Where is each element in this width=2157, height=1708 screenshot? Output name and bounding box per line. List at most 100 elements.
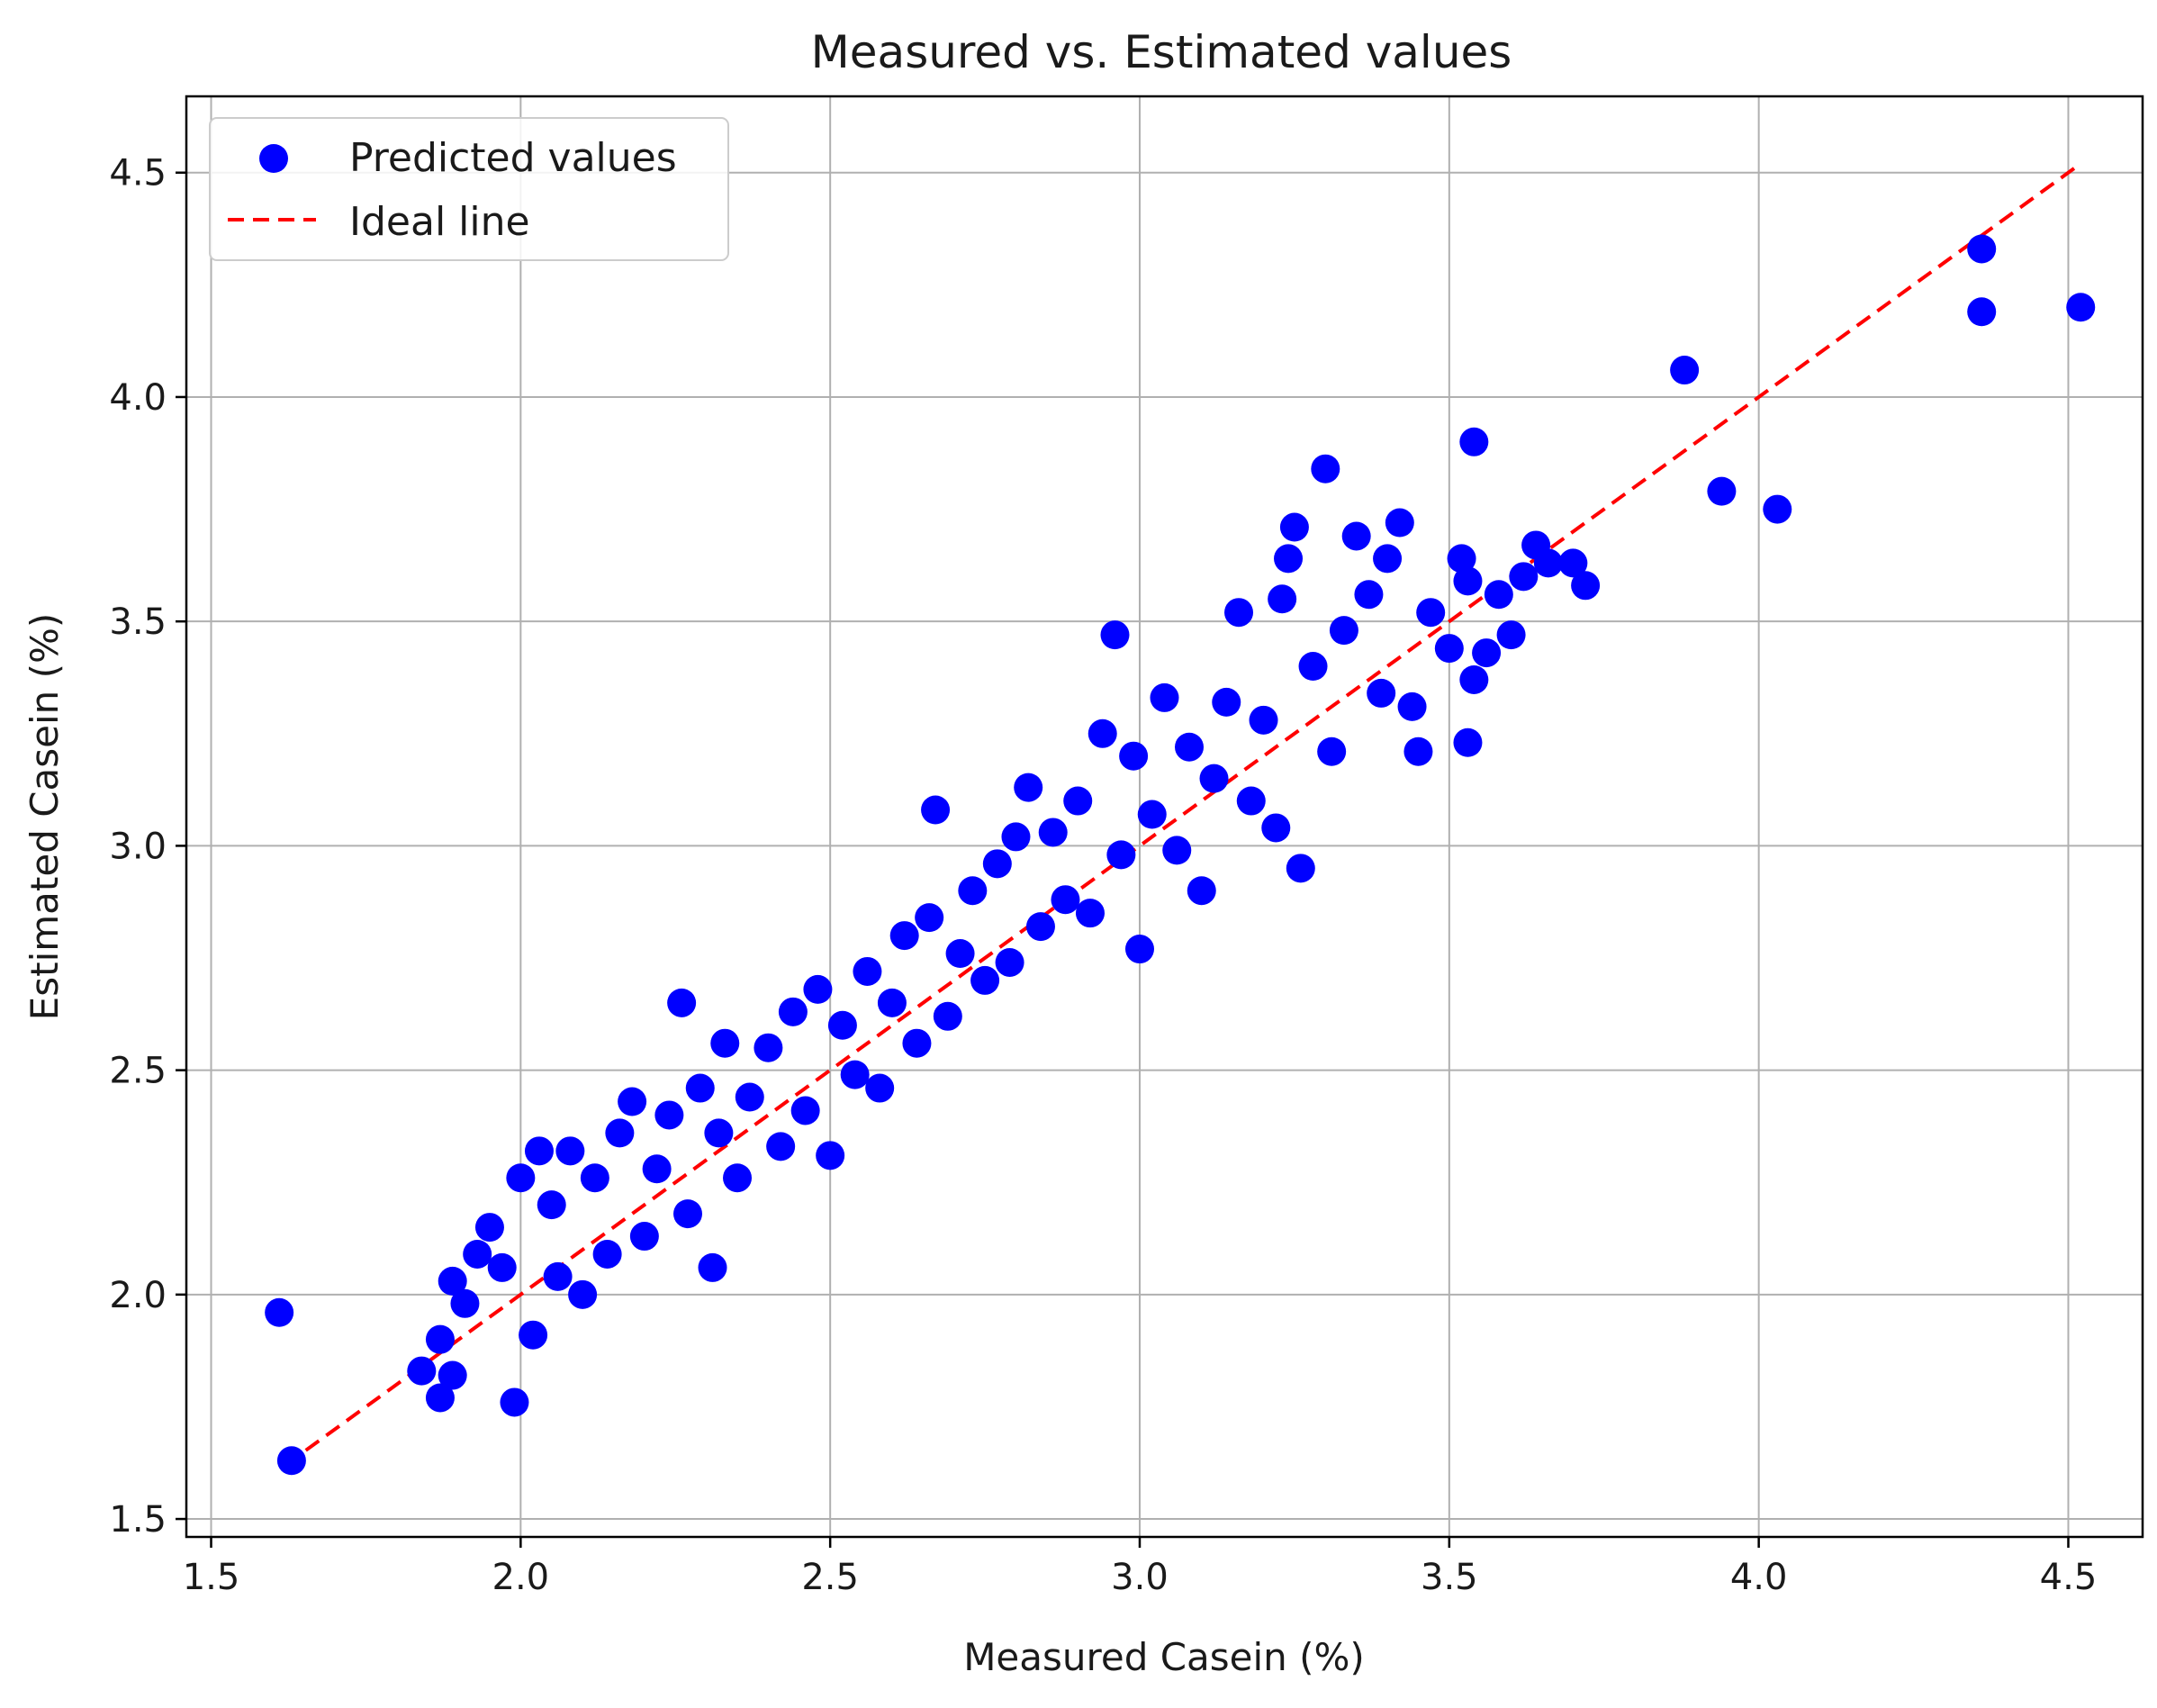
data-point xyxy=(754,1033,783,1062)
plot-frame xyxy=(185,95,2144,1539)
data-point xyxy=(500,1387,529,1417)
x-axis-label: Measured Casein (%) xyxy=(963,1635,1365,1679)
data-point xyxy=(1001,822,1031,852)
data-point xyxy=(1533,548,1563,578)
data-point xyxy=(450,1288,480,1318)
ideal-line xyxy=(284,162,2082,1467)
data-point xyxy=(1274,544,1304,574)
y-tick-label: 2.0 xyxy=(109,1275,167,1316)
data-point xyxy=(1459,664,1489,694)
y-axis-label: Estimated Casein (%) xyxy=(23,613,67,1021)
x-tick-label: 2.5 xyxy=(801,1557,859,1598)
data-point xyxy=(685,1073,715,1103)
ideal-line-layer xyxy=(284,162,2082,1467)
data-point xyxy=(487,1252,517,1282)
data-point xyxy=(698,1252,727,1282)
data-point xyxy=(642,1154,672,1184)
data-point xyxy=(1763,494,1792,524)
data-point xyxy=(1472,638,1502,668)
y-tick-label: 3.0 xyxy=(109,826,167,867)
data-point xyxy=(506,1163,536,1193)
data-point xyxy=(877,988,907,1017)
data-point xyxy=(629,1222,659,1252)
data-point xyxy=(803,974,833,1004)
data-point xyxy=(1447,544,1476,574)
y-tick-label: 2.5 xyxy=(109,1051,167,1092)
data-point xyxy=(618,1087,647,1116)
data-point xyxy=(654,1100,684,1130)
data-point xyxy=(2066,293,2096,322)
data-point xyxy=(425,1324,455,1354)
data-point xyxy=(1317,737,1347,766)
data-point xyxy=(1051,885,1080,915)
data-point xyxy=(723,1163,753,1193)
y-tick-label: 1.5 xyxy=(109,1499,167,1541)
data-point xyxy=(463,1239,492,1269)
scatter-points xyxy=(265,234,2096,1476)
data-point xyxy=(1329,616,1358,646)
y-tick-label: 4.0 xyxy=(109,377,167,419)
data-point xyxy=(958,876,988,906)
data-point xyxy=(1434,634,1464,664)
y-axis-ticks: 1.5 2.0 2.5 3.0 3.5 4.0 4.5 xyxy=(109,153,186,1541)
data-point xyxy=(1670,356,1700,385)
data-point xyxy=(1063,786,1093,816)
data-point xyxy=(982,849,1012,879)
data-point xyxy=(853,956,882,986)
data-point xyxy=(827,1010,857,1040)
data-point xyxy=(865,1073,895,1103)
x-tick-label: 4.5 xyxy=(2040,1557,2098,1598)
data-point xyxy=(1137,800,1167,829)
x-tick-label: 2.0 xyxy=(492,1557,550,1598)
data-point xyxy=(1367,678,1396,708)
data-point xyxy=(1279,512,1309,542)
data-point xyxy=(710,1028,740,1058)
data-point xyxy=(1124,935,1154,964)
data-point xyxy=(592,1239,622,1269)
legend: Predicted values Ideal line xyxy=(209,117,729,261)
data-point xyxy=(766,1132,796,1161)
data-point xyxy=(1187,876,1216,906)
data-point xyxy=(1199,764,1229,793)
data-point xyxy=(735,1082,764,1112)
data-point xyxy=(1038,818,1068,847)
data-point xyxy=(1212,687,1241,717)
data-point xyxy=(1509,562,1539,592)
data-point xyxy=(840,1060,870,1089)
data-point xyxy=(276,1446,306,1476)
data-point xyxy=(1261,813,1291,843)
x-tick-label: 3.5 xyxy=(1421,1557,1478,1598)
data-point xyxy=(1088,718,1117,748)
data-point xyxy=(704,1118,734,1148)
data-point xyxy=(1373,544,1403,574)
data-point xyxy=(1403,737,1433,766)
data-point xyxy=(407,1356,437,1386)
y-tick-label: 4.5 xyxy=(109,153,167,194)
legend-label-predicted: Predicted values xyxy=(349,135,677,181)
data-point xyxy=(1453,566,1483,596)
data-point xyxy=(1416,598,1446,628)
data-point xyxy=(1162,836,1192,865)
data-point xyxy=(1249,705,1278,735)
data-point xyxy=(1119,741,1149,771)
data-point xyxy=(425,1383,455,1413)
data-point xyxy=(605,1118,635,1148)
chart-title: Measured vs. Estimated values xyxy=(811,26,1512,78)
x-tick-label: 4.0 xyxy=(1730,1557,1788,1598)
data-point xyxy=(889,921,919,951)
data-point xyxy=(1175,732,1205,762)
data-point xyxy=(1571,571,1601,601)
data-point xyxy=(1224,598,1254,628)
data-point xyxy=(1341,521,1371,551)
data-point xyxy=(474,1213,504,1243)
data-point xyxy=(438,1360,467,1390)
legend-marker-predicted xyxy=(259,144,288,173)
data-point xyxy=(1397,691,1427,721)
data-point xyxy=(1075,899,1105,928)
data-point xyxy=(673,1199,703,1229)
legend-label-ideal: Ideal line xyxy=(349,199,530,245)
data-point xyxy=(1298,652,1328,682)
data-point xyxy=(265,1297,294,1327)
data-point xyxy=(1707,476,1737,506)
